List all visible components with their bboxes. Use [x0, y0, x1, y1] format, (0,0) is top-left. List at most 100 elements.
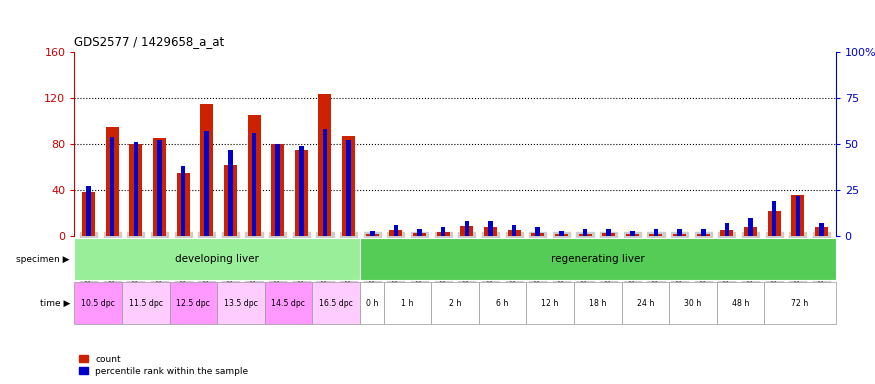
Bar: [158, 140, 162, 236]
Bar: [342, 136, 355, 236]
Bar: [153, 138, 166, 236]
Text: 24 h: 24 h: [637, 299, 654, 308]
Bar: [744, 227, 757, 236]
Bar: [205, 131, 209, 236]
Bar: [370, 231, 374, 236]
Bar: [394, 225, 398, 236]
Text: 10.5 dpc: 10.5 dpc: [81, 299, 116, 308]
Bar: [360, 282, 383, 324]
Bar: [441, 227, 445, 236]
Bar: [177, 173, 190, 236]
Text: 13.5 dpc: 13.5 dpc: [224, 299, 258, 308]
Bar: [318, 94, 332, 236]
Bar: [815, 227, 828, 236]
Bar: [130, 144, 143, 236]
Bar: [724, 223, 729, 236]
Bar: [559, 231, 564, 236]
Bar: [512, 225, 516, 236]
Text: developing liver: developing liver: [175, 254, 259, 264]
Bar: [360, 238, 836, 280]
Bar: [276, 144, 280, 236]
Bar: [488, 222, 493, 236]
Bar: [323, 129, 327, 236]
Text: GDS2577 / 1429658_a_at: GDS2577 / 1429658_a_at: [74, 35, 225, 48]
Text: time ▶: time ▶: [39, 299, 70, 308]
Text: specimen ▶: specimen ▶: [17, 255, 70, 264]
Bar: [602, 233, 615, 236]
Bar: [669, 282, 717, 324]
Bar: [764, 282, 836, 324]
Text: 14.5 dpc: 14.5 dpc: [271, 299, 305, 308]
Bar: [531, 233, 544, 236]
Bar: [717, 282, 764, 324]
Bar: [74, 282, 122, 324]
Bar: [673, 234, 686, 236]
Bar: [366, 234, 379, 236]
Bar: [578, 234, 592, 236]
Bar: [630, 231, 634, 236]
Bar: [654, 229, 658, 236]
Bar: [583, 229, 587, 236]
Bar: [295, 150, 308, 236]
Text: regenerating liver: regenerating liver: [551, 254, 645, 264]
Bar: [431, 282, 479, 324]
Bar: [767, 211, 780, 236]
Bar: [555, 234, 568, 236]
Bar: [479, 282, 527, 324]
Bar: [170, 282, 217, 324]
Bar: [606, 229, 611, 236]
Bar: [527, 282, 574, 324]
Bar: [507, 230, 521, 236]
Text: 2 h: 2 h: [449, 299, 461, 308]
Bar: [621, 282, 669, 324]
Bar: [265, 282, 312, 324]
Text: 18 h: 18 h: [589, 299, 606, 308]
Bar: [437, 232, 450, 236]
Text: 30 h: 30 h: [684, 299, 702, 308]
Bar: [200, 104, 214, 236]
Bar: [795, 195, 800, 236]
Bar: [122, 282, 170, 324]
Text: 12.5 dpc: 12.5 dpc: [177, 299, 210, 308]
Bar: [299, 146, 304, 236]
Bar: [312, 282, 360, 324]
Bar: [819, 223, 823, 236]
Bar: [228, 149, 233, 236]
Bar: [110, 137, 115, 236]
Bar: [748, 218, 752, 236]
Legend: count, percentile rank within the sample: count, percentile rank within the sample: [79, 355, 248, 376]
Text: 48 h: 48 h: [732, 299, 749, 308]
Bar: [460, 226, 473, 236]
Bar: [677, 229, 682, 236]
Bar: [224, 165, 237, 236]
Text: 11.5 dpc: 11.5 dpc: [129, 299, 163, 308]
Bar: [106, 127, 119, 236]
Bar: [134, 142, 138, 236]
Text: 6 h: 6 h: [496, 299, 508, 308]
Bar: [417, 229, 422, 236]
Bar: [346, 140, 351, 236]
Bar: [626, 234, 639, 236]
Text: 0 h: 0 h: [366, 299, 378, 308]
Bar: [271, 144, 284, 236]
Bar: [181, 166, 186, 236]
Bar: [252, 133, 256, 236]
Bar: [413, 233, 426, 236]
Bar: [574, 282, 621, 324]
Bar: [701, 229, 705, 236]
Bar: [87, 186, 91, 236]
Bar: [389, 230, 402, 236]
Bar: [74, 238, 360, 280]
Bar: [696, 234, 710, 236]
Bar: [772, 201, 776, 236]
Bar: [484, 227, 497, 236]
Bar: [465, 222, 469, 236]
Bar: [248, 115, 261, 236]
Bar: [720, 230, 733, 236]
Bar: [649, 234, 662, 236]
Bar: [791, 195, 804, 236]
Bar: [536, 227, 540, 236]
Text: 1 h: 1 h: [401, 299, 414, 308]
Text: 72 h: 72 h: [791, 299, 808, 308]
Text: 16.5 dpc: 16.5 dpc: [319, 299, 353, 308]
